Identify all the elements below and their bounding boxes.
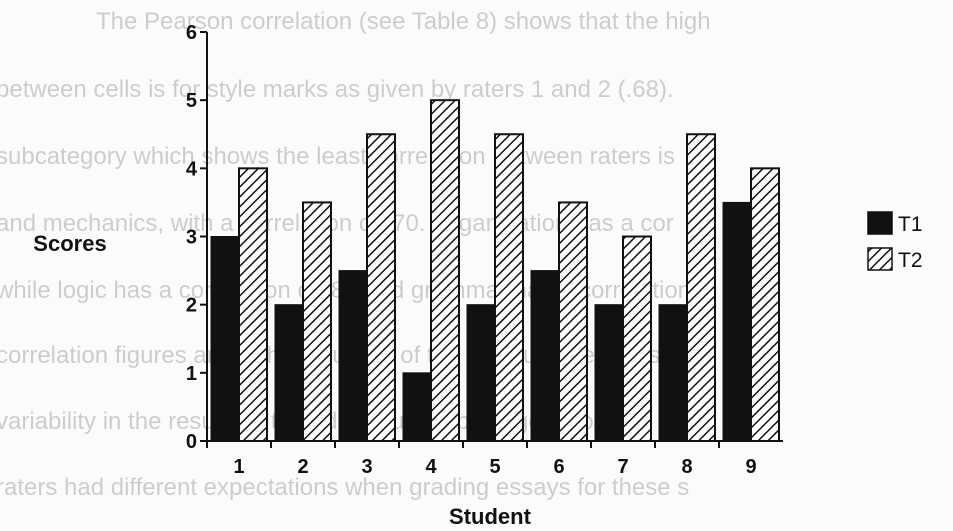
- y-tick-label: 5: [186, 90, 197, 112]
- bar-t2: [238, 167, 268, 442]
- x-tick-labels: 1 2 3 4 5 6 7 8 9: [233, 456, 756, 478]
- y-tick-label: 1: [186, 363, 197, 385]
- legend-label-t1: T1: [898, 213, 923, 236]
- legend: T1 T2: [867, 211, 923, 272]
- x-tick-label: 4: [425, 456, 437, 478]
- x-tick-label: 7: [617, 456, 628, 478]
- bar-t2: [302, 201, 332, 442]
- bar-t1: [530, 270, 560, 442]
- bar-t2: [622, 235, 652, 442]
- bar-t2: [366, 133, 396, 442]
- bar-t1: [274, 304, 304, 442]
- x-axis-title: Student: [449, 504, 532, 529]
- y-tick-label: 4: [186, 158, 198, 180]
- x-tick-label: 1: [233, 456, 244, 478]
- bar-t2: [750, 167, 780, 442]
- x-tick-label: 5: [489, 456, 500, 478]
- bar-t2: [558, 201, 588, 442]
- x-tick-label: 9: [745, 456, 756, 478]
- legend-swatch-t2: [867, 247, 893, 271]
- y-tick-label: 2: [186, 295, 197, 317]
- x-tick-label: 6: [553, 456, 564, 478]
- bar-t1: [402, 372, 432, 442]
- y-tick-labels: 0 1 2 3 4 5 6: [186, 22, 198, 453]
- bar-t2: [686, 133, 716, 442]
- legend-label-t2: T2: [898, 249, 923, 272]
- y-axis-title: Scores: [33, 231, 106, 256]
- y-tick-label: 3: [186, 227, 197, 249]
- y-tick-label: 6: [186, 22, 197, 44]
- bar-t2: [430, 99, 460, 443]
- x-tick-label: 2: [297, 456, 308, 478]
- bar-t1: [210, 236, 240, 442]
- bar-t1: [658, 304, 688, 442]
- bar-t1: [594, 304, 624, 442]
- bar-t1: [722, 201, 752, 442]
- bar-t1: [466, 304, 496, 442]
- bars: [210, 99, 780, 443]
- y-tick-label: 0: [186, 431, 197, 453]
- legend-swatch-t1: [867, 211, 893, 235]
- x-tick-label: 3: [361, 456, 372, 478]
- bar-t2: [494, 133, 524, 442]
- x-tick-label: 8: [681, 456, 692, 478]
- bar-t1: [338, 270, 368, 442]
